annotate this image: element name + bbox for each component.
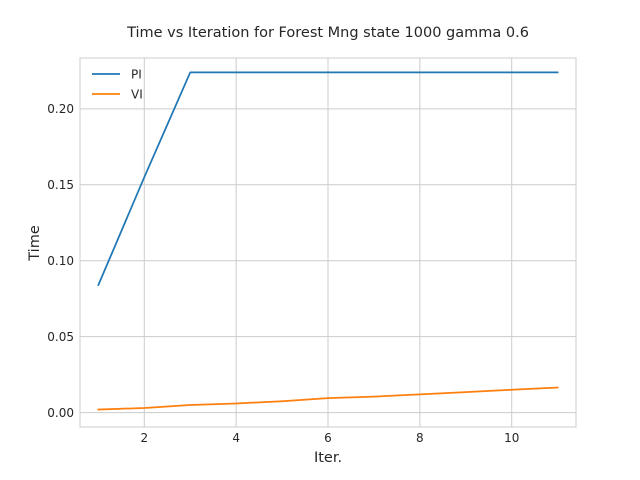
legend-label-vi: VI [131,87,143,101]
y-axis-label: Time [27,225,43,262]
x-tick-label: 10 [504,431,519,445]
y-tick-label: 0.00 [47,406,74,420]
chart-title: Time vs Iteration for Forest Mng state 1… [126,25,529,41]
y-tick-labels: 0.00 0.05 0.10 0.15 0.20 [47,102,74,420]
x-tick-label: 4 [232,431,240,445]
grid [80,58,576,427]
legend-label-pi: PI [131,67,142,81]
y-tick-label: 0.20 [47,102,74,116]
series-lines [97,71,559,411]
series-line-vi [97,386,559,411]
plot-frame [79,57,577,428]
y-tick-label: 0.15 [47,178,74,192]
legend: PI VI [92,67,143,101]
x-tick-label: 6 [324,431,332,445]
series-line-pi [97,71,559,287]
x-tick-label: 2 [140,431,148,445]
x-tick-label: 8 [416,431,424,445]
x-axis-label: Iter. [314,450,342,466]
y-tick-label: 0.10 [47,254,74,268]
x-tick-labels: 2 4 6 8 10 [140,431,519,445]
y-tick-label: 0.05 [47,330,74,344]
